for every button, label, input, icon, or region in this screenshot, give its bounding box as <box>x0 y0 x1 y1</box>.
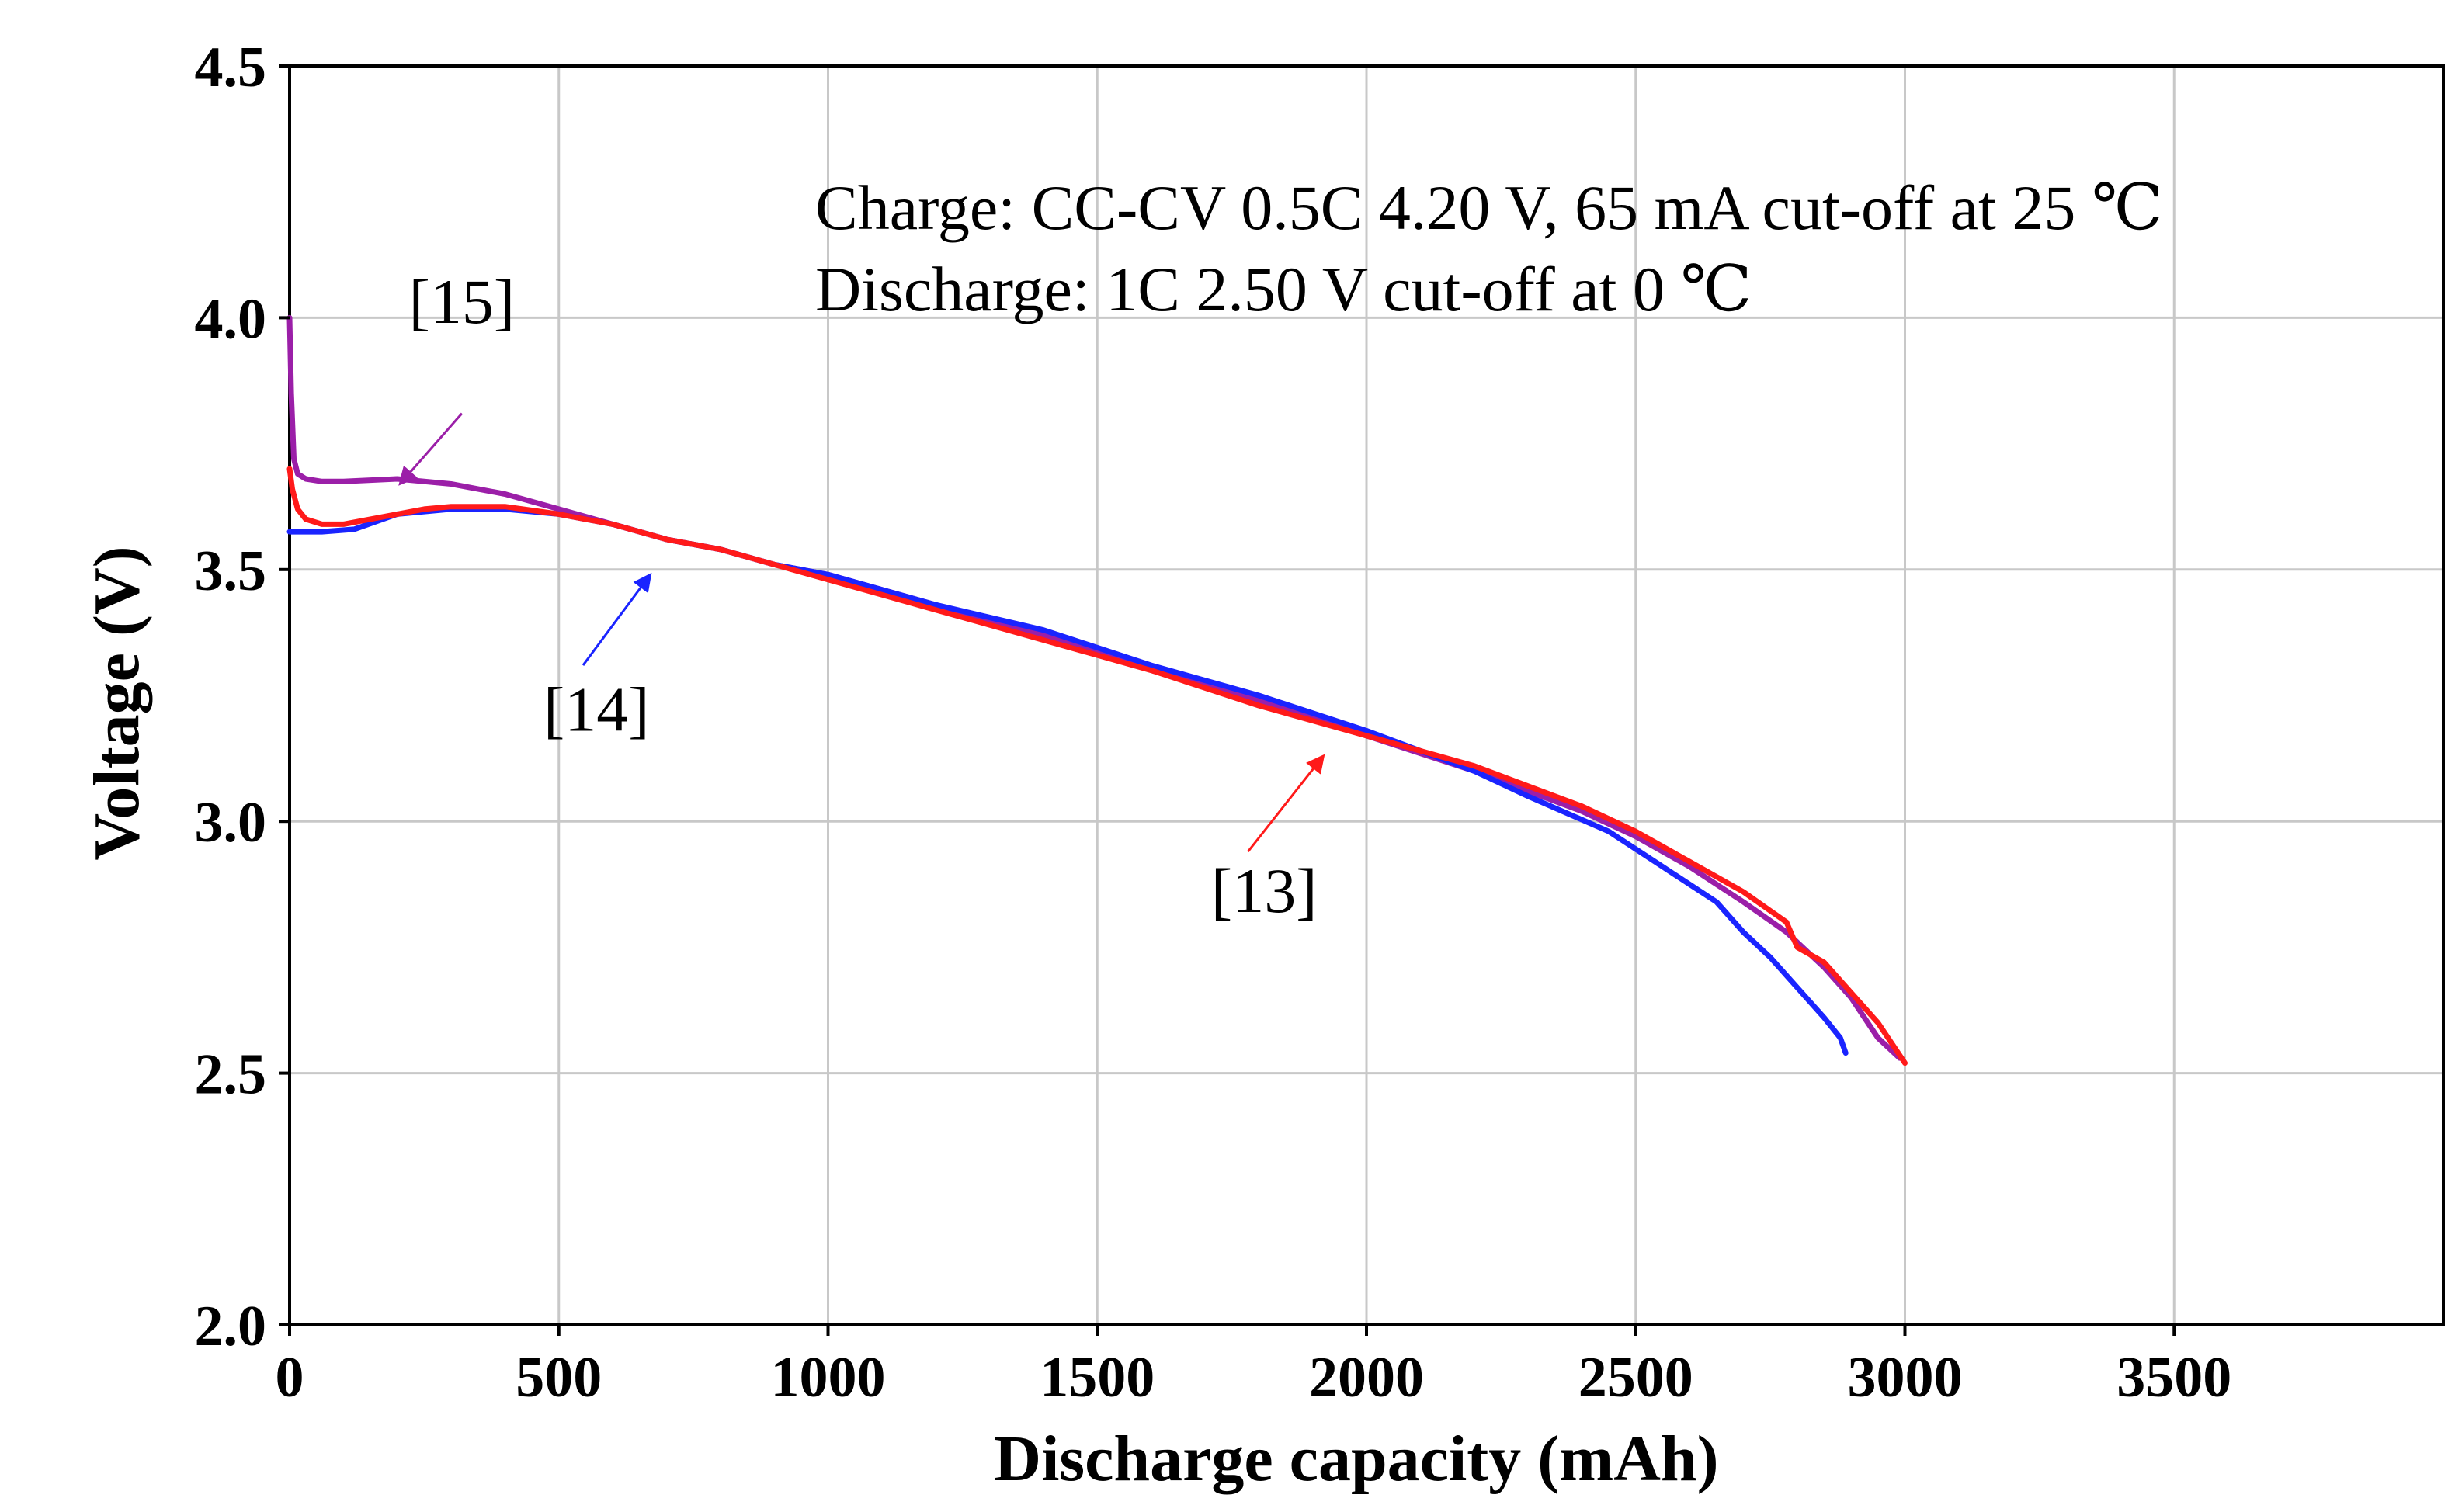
x-tick-label: 2000 <box>1309 1346 1424 1410</box>
ref-label-14: [14] <box>543 674 650 744</box>
y-tick-label: 4.5 <box>195 36 267 99</box>
grid-lines <box>290 66 2443 1325</box>
arrow-13 <box>1247 754 1325 853</box>
arrow-15 <box>398 412 464 486</box>
x-tick-label: 3000 <box>1848 1346 1963 1410</box>
x-tick-label: 3500 <box>2116 1346 2231 1410</box>
ref-label-15: [15] <box>409 266 516 337</box>
y-tick-label: 2.5 <box>195 1043 267 1107</box>
y-tick-label: 3.0 <box>195 791 267 855</box>
annotation-discharge-conditions: Discharge: 1C 2.50 V cut-off at 0 ℃ <box>815 254 1752 324</box>
y-axis-ticks: 2.0 2.5 3.0 3.5 4.0 4.5 <box>195 36 290 1358</box>
ref-label-13: [13] <box>1211 855 1318 926</box>
x-axis-title: Discharge capacity (mAh) <box>994 1423 1718 1495</box>
x-tick-label: 1500 <box>1040 1346 1155 1410</box>
series-line-13 <box>286 466 1908 1066</box>
x-tick-label: 500 <box>516 1346 602 1410</box>
x-tick-label: 0 <box>276 1346 304 1410</box>
x-axis-ticks: 0 500 1000 1500 2000 2500 3000 3500 <box>276 1325 2231 1410</box>
x-tick-label: 2500 <box>1578 1346 1693 1410</box>
y-tick-label: 4.0 <box>195 287 267 351</box>
x-tick-label: 1000 <box>771 1346 886 1410</box>
annotation-charge-conditions: Charge: CC-CV 0.5C 4.20 V, 65 mA cut-off… <box>815 172 2163 243</box>
annotation-arrows <box>398 412 1325 853</box>
arrow-14 <box>582 572 652 666</box>
y-tick-label: 3.5 <box>195 539 267 603</box>
y-axis-title: Voltage (V) <box>81 546 153 860</box>
series-layer <box>286 314 1908 1066</box>
y-tick-label: 2.0 <box>195 1295 267 1358</box>
series-reference-labels: [15] [14] [13] <box>409 266 1318 926</box>
